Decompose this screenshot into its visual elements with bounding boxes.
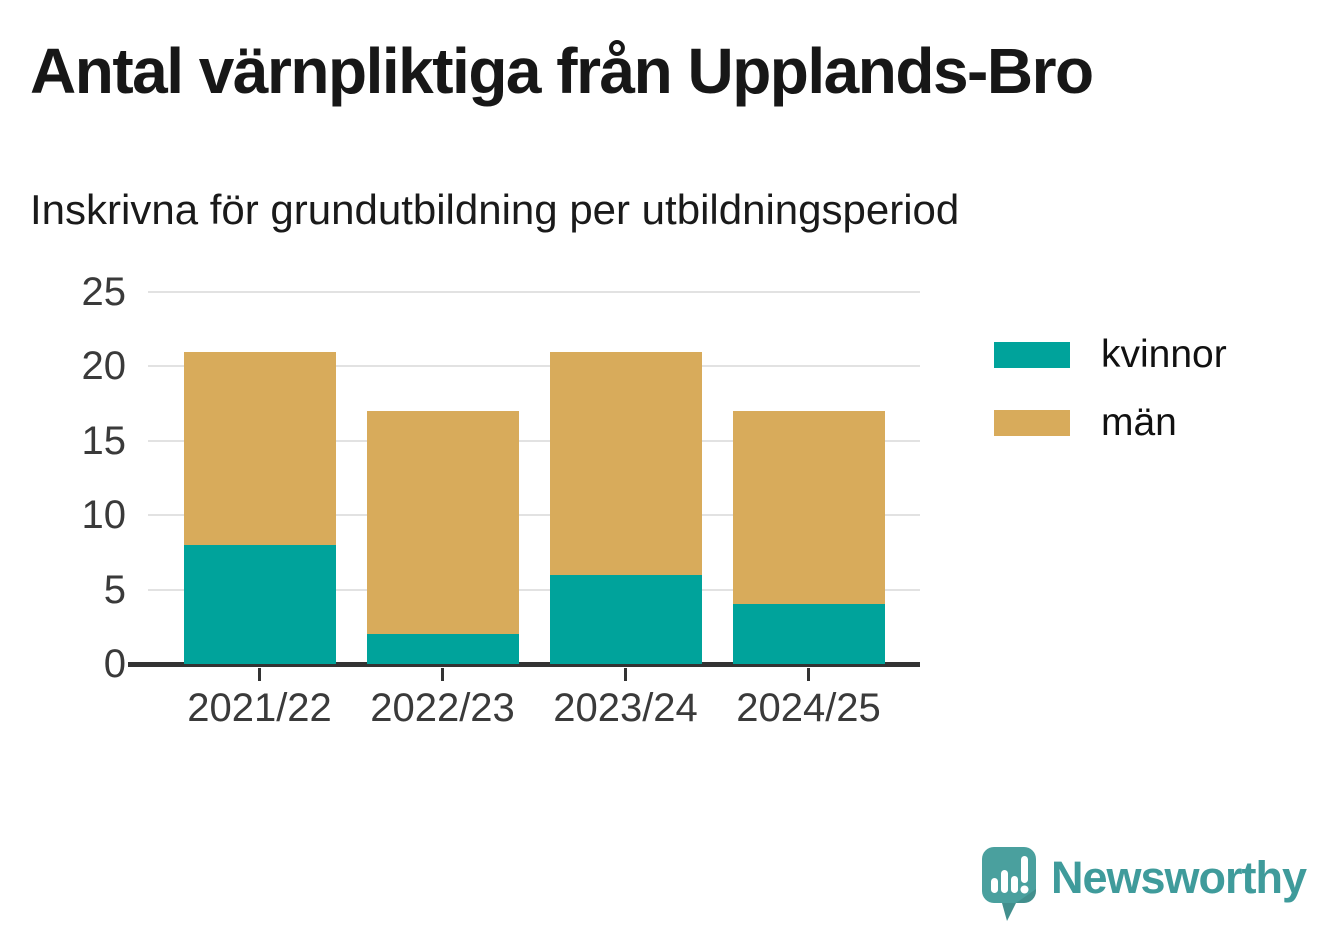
legend-label-m-n: män — [1101, 401, 1177, 444]
gridline-y5 — [148, 588, 920, 591]
legend-swatch-kvinnor — [994, 341, 1070, 368]
gridline-y15 — [148, 439, 920, 442]
x-axis-label-2021-22: 2021/22 — [187, 686, 332, 730]
y-axis-label-10: 10 — [81, 493, 127, 538]
brand-footer: Newsworthy — [980, 845, 1307, 925]
x-axis-tick-2023-24 — [624, 668, 627, 681]
gridline-y25 — [148, 291, 920, 293]
y-axis-label-0: 0 — [103, 642, 126, 686]
bar-segment-kvinnor-2022-23 — [366, 634, 519, 664]
chart-title: Antal värnpliktiga från Upplands-Bro — [30, 35, 1094, 107]
x-axis-tick-2022-23 — [441, 668, 444, 681]
plot-area: 0 5 10 15 20 25 2021/22 2022/23 2023/24 2024/25 — [82, 270, 920, 730]
legend-item-m-n: män — [994, 403, 1227, 442]
legend-item-kvinnor: kvinnor — [994, 335, 1227, 374]
legend-label-kvinnor: kvinnor — [1101, 333, 1227, 376]
gridline-y20 — [148, 365, 920, 368]
bar-segment-kvinnor-2023-24 — [549, 574, 702, 664]
gridline-y10 — [148, 514, 920, 517]
bar-segment-m-n-2021-22 — [183, 351, 336, 545]
x-axis-line — [128, 662, 920, 667]
bar-segment-m-n-2024-25 — [732, 411, 885, 605]
bar-segment-kvinnor-2024-25 — [732, 604, 885, 664]
x-axis-label-2022-23: 2022/23 — [370, 686, 515, 730]
brand-name: Newsworthy — [1051, 852, 1307, 903]
bar-segment-m-n-2022-23 — [366, 411, 519, 635]
x-axis-tick-2024-25 — [807, 668, 810, 681]
legend: kvinnor män — [994, 335, 1227, 442]
x-axis-tick-2021-22 — [258, 668, 261, 681]
y-axis-label-15: 15 — [81, 418, 127, 463]
bar-segment-kvinnor-2021-22 — [183, 544, 336, 664]
y-axis-label-25: 25 — [81, 270, 127, 314]
x-axis-label-2024-25: 2024/25 — [736, 686, 881, 730]
y-axis-label-5: 5 — [103, 567, 126, 612]
bar-segment-m-n-2023-24 — [549, 351, 702, 575]
y-axis-label-20: 20 — [81, 344, 127, 389]
x-axis-label-2023-24: 2023/24 — [553, 686, 698, 730]
newsworthy-logo-icon — [982, 847, 1036, 921]
legend-swatch-m-n — [994, 409, 1070, 436]
chart-subtitle: Inskrivna för grundutbildning per utbild… — [30, 186, 960, 233]
